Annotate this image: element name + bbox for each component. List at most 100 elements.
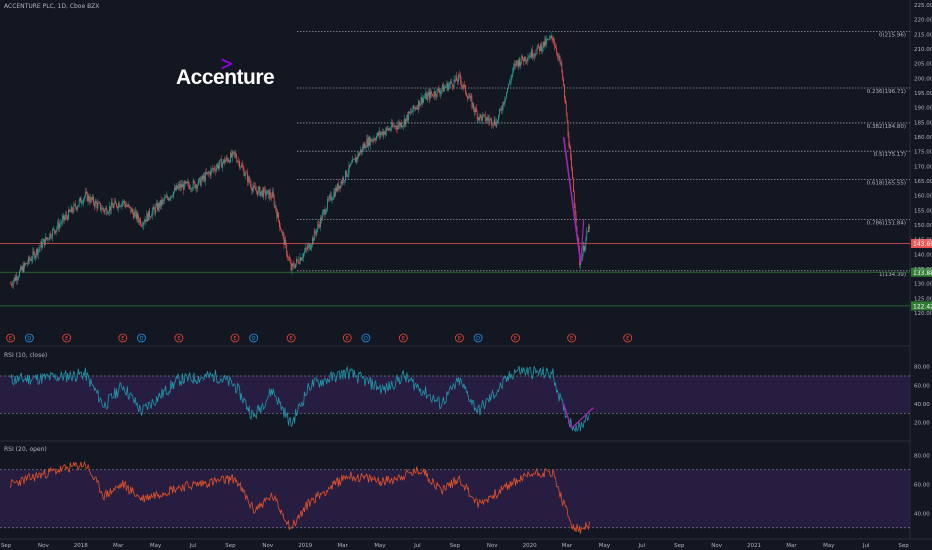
rsi2-band <box>0 469 910 528</box>
candle-body <box>314 231 316 234</box>
candle-body <box>550 35 552 38</box>
candle-body <box>425 93 426 98</box>
time-axis-tick: Jul <box>413 543 421 549</box>
candle-body <box>16 276 18 281</box>
event-marker-label: D <box>476 336 480 342</box>
candle-body <box>219 160 221 165</box>
candle-body <box>415 107 417 109</box>
candle-body <box>11 283 12 285</box>
candle-body <box>406 114 408 119</box>
candle-body <box>322 211 324 214</box>
candle-body <box>173 191 174 197</box>
candle-body <box>375 139 377 141</box>
candle-body <box>491 124 493 126</box>
candle-body <box>333 192 335 199</box>
candle-body <box>189 185 190 189</box>
candle-body <box>60 223 61 225</box>
candle-body <box>354 158 356 163</box>
candle-body <box>271 196 272 198</box>
candle-body <box>36 249 37 256</box>
candle-body <box>426 94 428 100</box>
candle-body <box>396 127 398 129</box>
candle-body <box>292 264 294 265</box>
candle-body <box>248 176 250 182</box>
candle-body <box>121 202 123 207</box>
candle-body <box>558 56 560 58</box>
candle-body <box>161 200 163 206</box>
candle-body <box>411 111 413 113</box>
candle-body <box>437 88 439 90</box>
candle-body <box>53 228 55 232</box>
candle-body <box>564 85 565 99</box>
candle-body <box>101 209 102 211</box>
price-axis-tick: 220.00 <box>914 18 932 24</box>
candle-body <box>215 169 216 171</box>
event-marker-label: E <box>570 336 573 342</box>
candle-body <box>402 125 403 128</box>
candle-body <box>236 157 238 162</box>
candle-body <box>36 249 38 255</box>
fib-level-label: 0.382(184.80) <box>867 124 906 130</box>
candle-body <box>377 132 378 137</box>
candle-body <box>133 212 134 218</box>
candle-body <box>568 136 570 147</box>
candle-body <box>449 83 451 86</box>
candle-body <box>556 53 558 58</box>
candle-body <box>434 91 436 96</box>
price-axis-tick: 175.00 <box>914 150 932 156</box>
candle-body <box>79 197 81 201</box>
price-axis-tick: 215.00 <box>914 32 932 38</box>
candle-body <box>67 216 69 220</box>
candle-body <box>244 175 246 176</box>
candle-body <box>76 206 78 210</box>
candle-body <box>541 48 543 51</box>
candle-body <box>549 37 551 38</box>
candle-body <box>464 84 466 86</box>
candle-body <box>294 266 296 268</box>
candle-body <box>463 84 465 87</box>
candle-body <box>459 74 460 76</box>
rsi1-band <box>0 376 910 414</box>
candle-body <box>107 213 109 214</box>
time-axis-tick: 2020 <box>523 543 537 549</box>
candle-body <box>414 107 416 109</box>
candle-body <box>131 209 133 213</box>
candle-body <box>214 168 215 170</box>
candle-body <box>122 201 124 203</box>
candle-body <box>38 248 40 250</box>
candle-body <box>52 229 53 238</box>
candle-body <box>257 188 259 195</box>
candle-body <box>115 201 117 204</box>
candle-body <box>584 246 586 251</box>
candle-body <box>126 205 128 207</box>
candle-body <box>573 191 575 206</box>
price-axis-tick: 195.00 <box>914 91 932 97</box>
candle-body <box>427 92 429 95</box>
candle-body <box>151 211 153 217</box>
candle-body <box>517 62 519 67</box>
candle-body <box>337 183 338 192</box>
candle-body <box>412 105 414 112</box>
price-axis-tick: 165.00 <box>914 179 932 185</box>
event-marker-label: E <box>458 336 461 342</box>
candle-body <box>321 213 323 221</box>
candle-body <box>28 257 30 261</box>
candle-body <box>367 138 369 147</box>
candle-body <box>519 59 521 66</box>
candle-body <box>253 185 255 189</box>
candle-body <box>499 109 501 110</box>
candle-body <box>429 91 431 100</box>
candle-body <box>394 126 395 128</box>
candle-body <box>500 109 502 111</box>
candle-body <box>571 157 573 169</box>
candle-body <box>147 213 149 221</box>
candle-body <box>332 198 334 200</box>
candle-body <box>476 111 478 120</box>
candle-body <box>588 226 589 232</box>
candle-body <box>393 126 394 127</box>
candle-body <box>311 245 312 248</box>
candle-body <box>511 74 513 78</box>
candle-body <box>531 49 532 58</box>
candle-body <box>317 224 319 229</box>
